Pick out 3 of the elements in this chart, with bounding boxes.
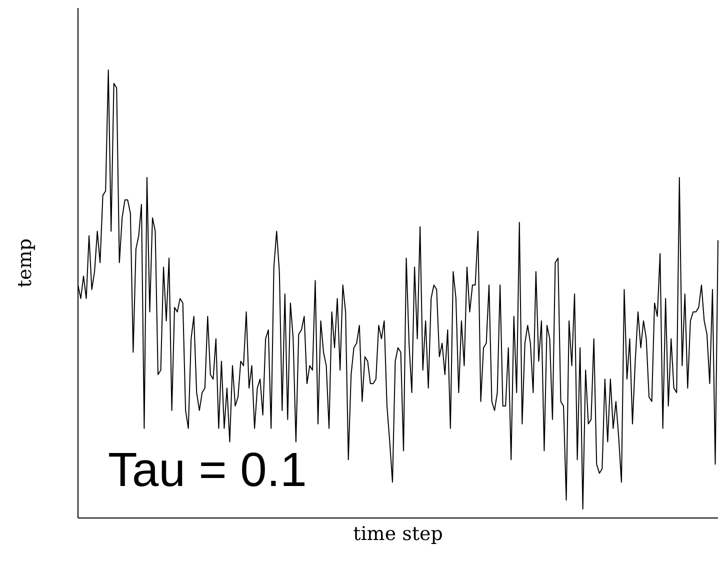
x-axis-title: time step [353,523,443,545]
y-axis-title: temp [14,238,36,288]
annotation: Tau = 0.1 [108,444,307,497]
